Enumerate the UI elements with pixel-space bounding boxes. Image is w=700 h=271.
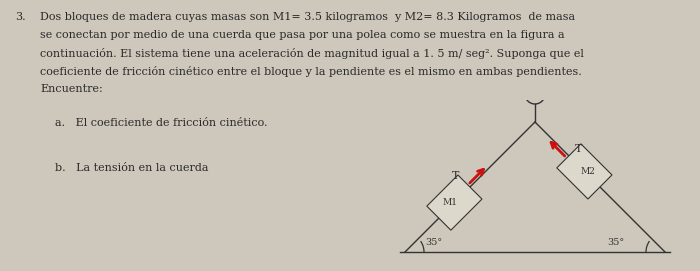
- Text: a.   El coeficiente de fricción cinético.: a. El coeficiente de fricción cinético.: [55, 118, 267, 128]
- Text: Dos bloques de madera cuyas masas son M1= 3.5 kilogramos  y M2= 8.3 Kilogramos  : Dos bloques de madera cuyas masas son M1…: [40, 12, 575, 22]
- Text: coeficiente de fricción cinético entre el bloque y la pendiente es el mismo en a: coeficiente de fricción cinético entre e…: [40, 66, 582, 77]
- Text: 35°: 35°: [607, 238, 624, 247]
- Text: 3.: 3.: [15, 12, 26, 22]
- Text: Encuentre:: Encuentre:: [40, 84, 103, 94]
- Text: T: T: [575, 144, 582, 154]
- Text: M1: M1: [443, 198, 458, 207]
- Text: se conectan por medio de una cuerda que pasa por una polea como se muestra en la: se conectan por medio de una cuerda que …: [40, 30, 565, 40]
- Polygon shape: [556, 144, 612, 199]
- Text: b.   La tensión en la cuerda: b. La tensión en la cuerda: [55, 163, 209, 173]
- Text: T: T: [452, 171, 459, 181]
- Polygon shape: [427, 175, 482, 230]
- Text: continuación. El sistema tiene una aceleración de magnitud igual a 1. 5 m/ seg².: continuación. El sistema tiene una acele…: [40, 48, 584, 59]
- Text: M2: M2: [581, 167, 596, 176]
- Text: 35°: 35°: [425, 238, 442, 247]
